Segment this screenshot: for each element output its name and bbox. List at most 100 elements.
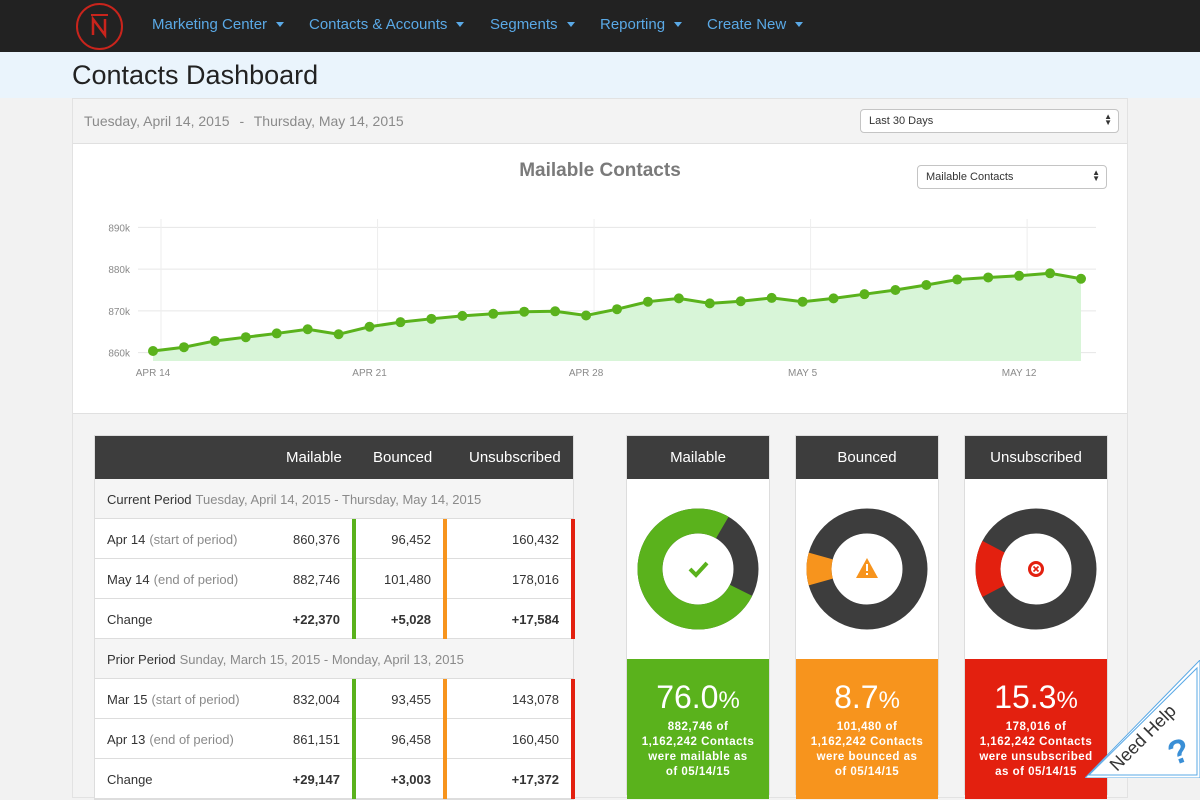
unsubscribed-value: 160,450 [512,732,559,747]
row-label: Apr 13 [107,732,146,747]
mailable-contacts-chart: 860k 870k 880k 890k APR 14 APR 21 APR 28 MAY 5 M… [108,219,1096,379]
data-point[interactable] [859,289,870,300]
top-navigation: Marketing Center Contacts & Accounts Seg… [0,0,1200,52]
data-point[interactable] [1045,268,1056,279]
mailable-value: 861,151 [293,732,340,747]
mailable-value: +29,147 [292,772,340,787]
data-point[interactable] [890,285,901,295]
data-point[interactable] [673,293,684,304]
row-sublabel: (end of period) [153,572,239,587]
bounced-bar [443,519,447,559]
data-point[interactable] [952,274,963,285]
table-row: Change +29,147 +3,003 +17,372 [95,759,575,799]
y-tick-label: 870k [108,307,131,318]
bounced-value: 96,452 [391,532,431,547]
data-point[interactable] [983,272,994,283]
data-point[interactable] [364,321,375,332]
row-sublabel: (start of period) [151,692,240,707]
data-point[interactable] [1076,273,1086,284]
data-point[interactable] [148,345,158,356]
range-start: Tuesday, April 14, 2015 [84,113,230,129]
x-tick-label: MAY 5 [788,368,818,379]
area-fill [153,273,1081,361]
current-period-row: Current Period Tuesday, April 14, 2015 - … [95,479,573,519]
col-bounced: Bounced [373,449,433,466]
data-point[interactable] [209,335,220,346]
tile-desc-line: were mailable as [648,751,748,763]
row-label: May 14 [107,572,150,587]
tile-desc-line: 882,746 of [667,721,729,733]
tile-donut [796,479,938,659]
bounced-bar [443,559,447,599]
tile-mailable: Mailable 76.0% 882,746 of 1,162,242 Contact… [626,435,770,799]
data-point[interactable] [240,332,251,343]
metric-select[interactable]: Mailable Contacts ▲ ▼ [917,165,1107,189]
tile-desc-line: were unsubscribed [979,751,1093,763]
data-point[interactable] [642,296,653,307]
nav-reporting[interactable]: Reporting [600,16,683,33]
bounced-value: 93,455 [391,692,431,707]
data-point[interactable] [797,296,808,307]
chevron-down-icon [674,21,683,27]
donut-segment [806,508,928,630]
unsubscribed-value: 143,078 [512,692,559,707]
data-point[interactable] [704,298,715,309]
data-point[interactable] [333,329,344,340]
bounced-value: 96,458 [391,732,431,747]
date-range-row: Tuesday, April 14, 2015 - Thursday, May … [73,99,1127,144]
data-point[interactable] [271,328,282,339]
logo[interactable] [76,3,123,50]
table-row: Apr 14 (start of period) 860,376 96,452 160,… [95,519,575,559]
mailable-bar [352,719,356,759]
col-unsubscribed: Unsubscribed [469,449,561,466]
bounced-bar [443,719,447,759]
row-label: Change [107,612,153,627]
warning-icon [856,558,878,578]
row-label: Apr 14 [107,532,146,547]
tile-desc-line: 1,162,242 Contacts [979,736,1093,748]
bounced-value: +3,003 [390,772,431,787]
data-point[interactable] [426,313,437,324]
data-point[interactable] [302,324,313,335]
nav-segments[interactable]: Segments [490,16,575,33]
percent-sign: % [1056,687,1078,714]
data-point[interactable] [395,317,406,328]
mailable-value: +22,370 [292,612,340,627]
data-point[interactable] [735,296,746,307]
period-select[interactable]: Last 30 Days ▲ ▼ [860,109,1119,133]
tile-summary: 15.3% 178,016 of 1,162,242 Contacts were un… [965,659,1107,799]
mailable-bar [352,679,356,719]
x-tick-label: MAY 12 [1002,368,1037,379]
data-point[interactable] [457,310,468,321]
bounced-value: +5,028 [390,612,431,627]
data-point[interactable] [519,306,530,317]
col-mailable: Mailable [286,449,342,466]
prior-period-row: Prior Period Sunday, March 15, 2015 - Mon… [95,639,573,679]
data-point[interactable] [612,304,622,315]
nav-contacts-accounts[interactable]: Contacts & Accounts [309,16,465,33]
data-point[interactable] [488,308,499,319]
row-label: Change [107,772,153,787]
data-point[interactable] [178,342,189,353]
chevron-down-icon [795,21,804,27]
x-tick-label: APR 14 [136,368,171,379]
period-select-value: Last 30 Days [869,115,934,127]
data-point[interactable] [550,306,561,317]
tile-donut [627,479,769,659]
nav-marketing-center[interactable]: Marketing Center [152,16,285,33]
need-help-button[interactable]: Need Help ? [1083,659,1200,779]
data-point[interactable] [828,293,839,304]
data-point[interactable] [766,292,777,303]
range-separator: - [239,113,245,129]
chart-panel: Mailable Contacts Mailable Contacts ▲ ▼ 8… [73,144,1127,414]
data-point[interactable] [1014,270,1025,281]
table-row: Apr 13 (end of period) 861,151 96,458 160,45… [95,719,575,759]
unsubscribed-bar [571,599,575,639]
data-point[interactable] [921,279,932,290]
data-point[interactable] [581,310,592,321]
bounced-bar [443,599,447,639]
mailable-value: 860,376 [293,532,340,547]
tile-desc-line: 101,480 of [836,721,898,733]
tile-summary: 76.0% 882,746 of 1,162,242 Contacts were ma… [627,659,769,799]
nav-create-new[interactable]: Create New [707,16,804,33]
